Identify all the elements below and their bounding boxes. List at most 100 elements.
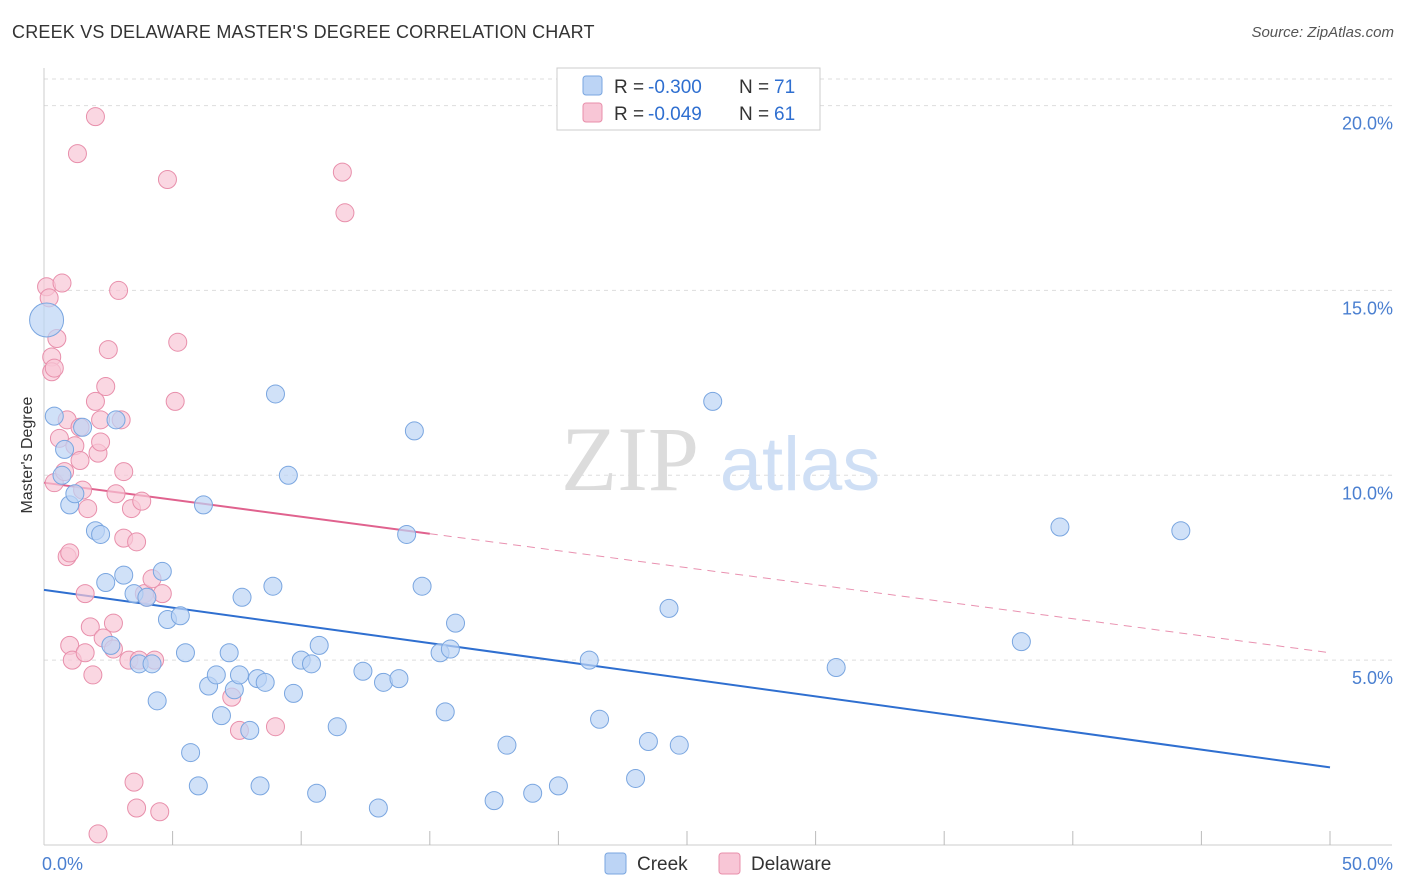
creek-point: [52, 465, 72, 485]
delaware-point: [83, 665, 103, 685]
creek-point: [497, 735, 517, 755]
creek-point: [638, 731, 658, 751]
delaware-point: [78, 499, 98, 519]
creek-point: [307, 783, 327, 803]
tick-label-layer: 5.0% 10.0% 15.0% 20.0% 0.0% 50.0%: [42, 114, 1393, 874]
creek-point: [106, 410, 126, 430]
creek-point: [55, 439, 75, 459]
points-layer: [29, 107, 1191, 844]
legend-r-label-delaware: R =: [614, 104, 649, 125]
creek-point: [389, 669, 409, 689]
delaware-point: [168, 332, 188, 352]
delaware-point: [85, 107, 105, 127]
creek-point: [1011, 632, 1031, 652]
legend-r-value-creek: -0.300: [648, 77, 702, 98]
delaware-point: [75, 643, 95, 663]
delaware-point: [80, 617, 100, 637]
delaware-point: [265, 717, 285, 737]
delaware-trend-line-extension: [429, 533, 1331, 654]
creek-point: [590, 709, 610, 729]
delaware-point: [85, 391, 105, 411]
creek-point: [29, 302, 65, 338]
creek-point: [73, 417, 93, 437]
legend-n-label-delaware: N =: [739, 104, 774, 125]
creek-point: [1171, 521, 1191, 541]
creek-point: [446, 613, 466, 633]
creek-point: [579, 650, 599, 670]
creek-point: [548, 776, 568, 796]
creek-point: [240, 720, 260, 740]
creek-point: [114, 565, 134, 585]
y-axis-label: Master's Degree: [19, 396, 36, 513]
grid-layer: [44, 78, 1392, 661]
creek-point: [368, 798, 388, 818]
delaware-point: [60, 543, 80, 563]
creek-point: [626, 768, 646, 788]
delaware-point: [332, 162, 352, 182]
creek-point: [175, 643, 195, 663]
watermark-zip: ZIP: [561, 408, 699, 510]
creek-point: [301, 654, 321, 674]
y-tick-label: 20.0%: [1342, 114, 1393, 134]
delaware-point: [75, 584, 95, 604]
source-label: Source: ZipAtlas.com: [1251, 24, 1394, 41]
creek-point: [263, 576, 283, 596]
delaware-point: [91, 432, 111, 452]
legend-n-value-creek: 71: [774, 77, 795, 98]
creek-point: [523, 783, 543, 803]
creek-point: [91, 524, 111, 544]
creek-point: [1050, 517, 1070, 537]
delaware-point: [98, 340, 118, 360]
axis-layer: [43, 68, 1392, 846]
creek-point: [826, 658, 846, 678]
creek-point: [142, 654, 162, 674]
creek-point: [211, 706, 231, 726]
legend-r-value-delaware: -0.049: [648, 104, 702, 125]
delaware-point: [103, 613, 123, 633]
creek-point: [152, 561, 172, 581]
legend-swatch-creek: [582, 75, 603, 96]
y-tick-label: 5.0%: [1352, 668, 1393, 688]
chart-title: CREEK VS DELAWARE MASTER'S DEGREE CORREL…: [12, 22, 595, 42]
delaware-point: [52, 273, 72, 293]
delaware-point: [165, 391, 185, 411]
creek-point: [440, 639, 460, 659]
delaware-point: [335, 203, 355, 223]
watermark-atlas: atlas: [720, 422, 881, 507]
creek-point: [353, 661, 373, 681]
legend-swatch-delaware: [582, 102, 603, 123]
x-tick-label: 0.0%: [42, 854, 83, 874]
y-tick-label: 15.0%: [1342, 298, 1393, 318]
creek-point: [659, 598, 679, 618]
creek-point: [404, 421, 424, 441]
creek-trend-line: [43, 588, 1331, 769]
delaware-point: [44, 358, 64, 378]
creek-point: [193, 495, 213, 515]
series-legend-swatch-delaware: [718, 852, 741, 875]
creek-point: [65, 484, 85, 504]
stats-legend: R = -0.300 N = 71 R = -0.049 N = 61: [556, 67, 821, 131]
creek-point: [101, 635, 121, 655]
legend-n-label-creek: N =: [739, 77, 774, 98]
creek-point: [397, 524, 417, 544]
y-tick-label: 10.0%: [1342, 483, 1393, 503]
creek-point: [412, 576, 432, 596]
series-legend-label-creek: Creek: [637, 854, 688, 875]
delaware-point: [67, 144, 87, 164]
creek-point: [255, 672, 275, 692]
series-legend-swatch-creek: [604, 852, 627, 875]
creek-point: [147, 691, 167, 711]
delaware-point: [132, 491, 152, 511]
creek-point: [484, 791, 504, 811]
creek-point: [219, 643, 239, 663]
delaware-point: [96, 377, 116, 397]
creek-point: [44, 406, 64, 426]
creek-point: [188, 776, 208, 796]
legend-n-value-delaware: 61: [774, 104, 795, 125]
creek-point: [265, 384, 285, 404]
creek-point: [669, 735, 689, 755]
delaware-point: [114, 462, 134, 482]
delaware-point: [124, 772, 144, 792]
creek-point: [250, 776, 270, 796]
